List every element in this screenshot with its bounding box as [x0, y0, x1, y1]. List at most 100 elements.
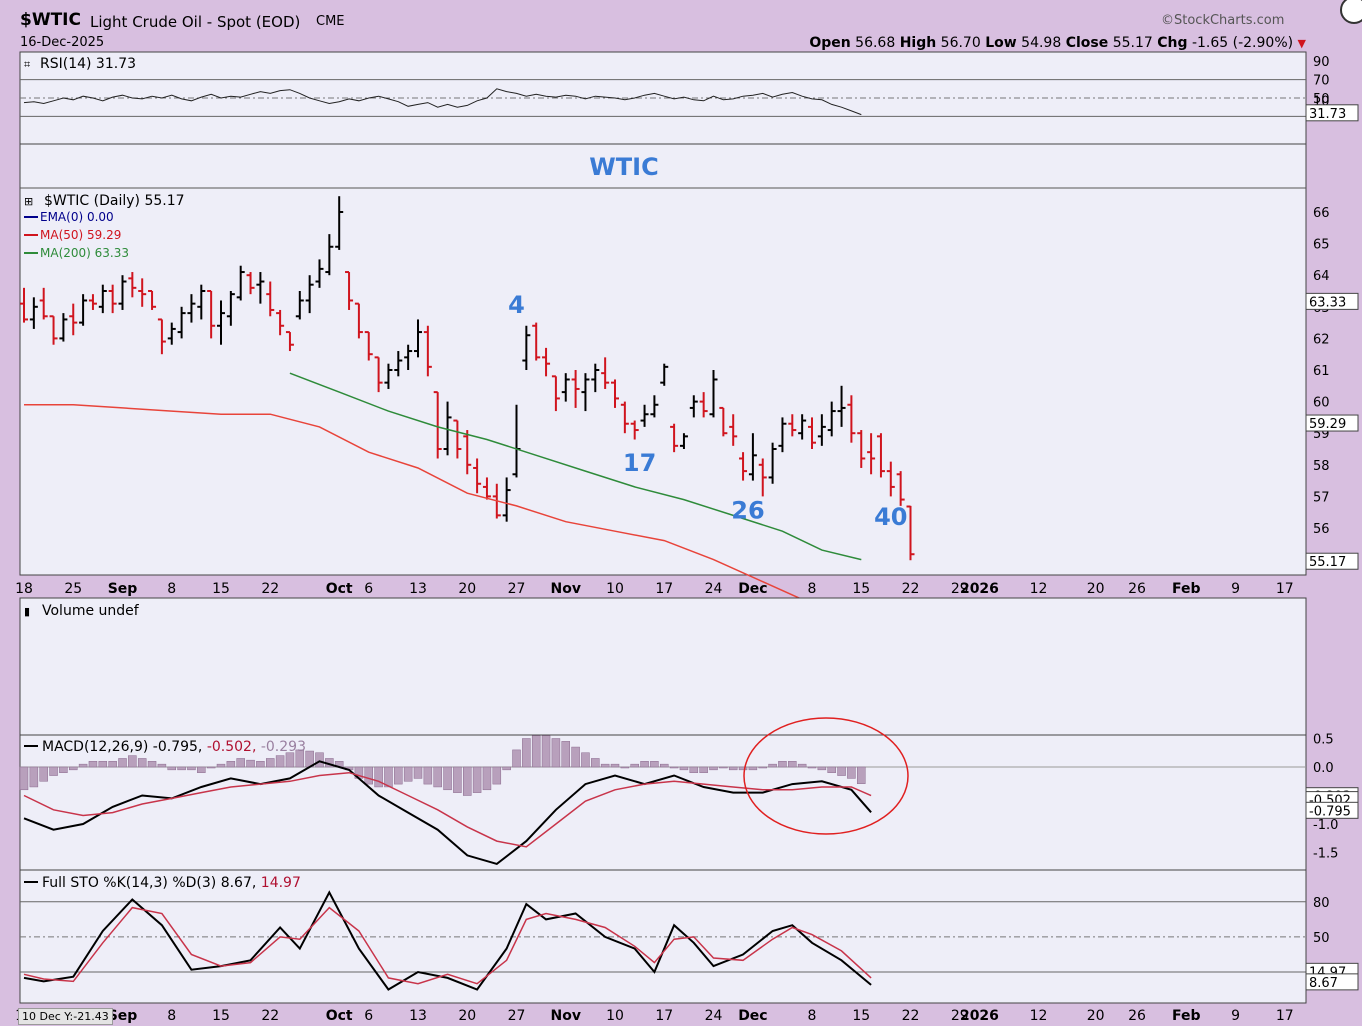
bottom-x-axis-label: Oct — [326, 1008, 353, 1024]
macd-histogram-bar — [256, 761, 265, 768]
macd-histogram-bar — [187, 766, 196, 771]
macd-histogram-bar — [216, 763, 226, 768]
macd-histogram-bar — [600, 763, 610, 768]
close-icon[interactable] — [1340, 0, 1362, 24]
macd-histogram-bar — [246, 759, 255, 768]
low-value: 54.98 — [1021, 35, 1062, 51]
x-axis-label: 20 — [1087, 581, 1105, 597]
x-axis-label: 25 — [64, 581, 82, 597]
macd-histogram-bar — [69, 766, 78, 771]
macd-histogram-bar — [650, 761, 659, 768]
macd-histogram-bar — [59, 766, 68, 773]
macd-histogram-bar — [88, 761, 98, 768]
date: 16-Dec-2025 — [20, 35, 105, 50]
open-label: Open — [809, 35, 851, 51]
macd-histogram-bar — [443, 766, 452, 791]
macd-histogram-bar — [640, 761, 649, 768]
x-axis-label: Feb — [1172, 581, 1201, 597]
sto-series-line — [23, 890, 872, 991]
macd-histogram-bar — [108, 761, 117, 768]
macd-histogram-bar — [778, 761, 787, 768]
bottom-x-axis-label: 12 — [1030, 1008, 1048, 1024]
macd-histogram-bar — [728, 766, 738, 771]
macd-title-value: -0.293 — [261, 739, 306, 755]
macd-histogram-bar — [581, 752, 590, 768]
macd-title: MACD(12,26,9) -0.795, -0.502, -0.293 — [42, 739, 306, 755]
sto-title: Full STO %K(14,3) %D(3) 8.67, 14.97 — [42, 875, 301, 891]
macd-title-value: -0.502, — [207, 739, 261, 755]
macd-histogram-bar — [157, 763, 167, 768]
bottom-x-axis-label: 2026 — [960, 1008, 999, 1024]
macd-tick: -1.5 — [1313, 847, 1338, 862]
wave-annotation: 17 — [623, 449, 656, 477]
macd-histogram-bar — [394, 766, 403, 785]
x-axis-label: 15 — [852, 581, 870, 597]
ma200-last-value: 63.33 — [1309, 295, 1346, 310]
macd-histogram-bar — [295, 749, 305, 768]
macd-histogram-bar — [541, 735, 551, 768]
ma200-last-value-box — [1305, 292, 1359, 310]
rsi-last-value-box — [1305, 104, 1359, 122]
bottom-x-axis-label: 20 — [1087, 1008, 1105, 1024]
macd-histogram-bar — [275, 755, 285, 768]
macd-last: -0.795 — [1309, 804, 1351, 819]
bottom-x-axis-label: Feb — [1172, 1008, 1201, 1024]
macd-histogram-bar — [561, 741, 570, 768]
chg-label: Chg — [1157, 35, 1188, 51]
macd-histogram-bar — [738, 766, 748, 771]
macd-histogram-bar — [177, 766, 186, 771]
price-tick: 62 — [1313, 332, 1330, 347]
macd-tick: 0.5 — [1313, 733, 1334, 748]
macd-histogram-bar — [315, 752, 324, 768]
macd-histogram-bar — [137, 758, 147, 768]
x-axis-label: 24 — [705, 581, 723, 597]
x-axis-label: 8 — [808, 581, 817, 597]
x-axis-label: 20 — [458, 581, 476, 597]
close-value: 55.17 — [1112, 35, 1153, 51]
macd-histogram-bar — [669, 766, 679, 769]
macd-histogram-bar — [423, 766, 433, 785]
x-axis-label: 12 — [1030, 581, 1048, 597]
volume-panel — [19, 597, 1307, 736]
open-value: 56.68 — [855, 35, 896, 51]
x-axis-label: Nov — [551, 581, 581, 597]
cursor-readout-badge: 10 Dec Y:-21.43 — [18, 1008, 113, 1025]
macd-histogram-bar — [709, 766, 718, 771]
macd-histogram-bar — [433, 766, 442, 788]
legend-item: MA(50) 59.29 — [40, 228, 121, 242]
price-tick: 64 — [1313, 269, 1330, 284]
x-axis-label: 15 — [212, 581, 230, 597]
ma50-last-value-box — [1305, 414, 1359, 432]
down-arrow-icon: ▼ — [1297, 37, 1306, 50]
high-value: 56.70 — [940, 35, 981, 51]
bottom-x-axis-label: Dec — [738, 1008, 767, 1024]
macd-histogram-bar — [857, 766, 866, 784]
macd-histogram-bar — [768, 763, 777, 768]
macd-tick: 0.0 — [1313, 761, 1334, 776]
highlight-circle — [743, 717, 909, 835]
sto-title-value: 14.97 — [261, 875, 301, 891]
x-axis-label: 29 — [951, 581, 969, 597]
macd-histogram-bar — [453, 766, 462, 793]
x-axis-label: 2026 — [960, 581, 999, 597]
price-icon: ⊞ — [24, 195, 33, 208]
wave-annotation: 26 — [731, 497, 764, 525]
macd-histogram-bar — [512, 749, 521, 768]
macd-histogram-bar — [167, 766, 176, 771]
macd-histogram-bar — [788, 761, 797, 768]
price-tick: 66 — [1313, 206, 1330, 221]
sto-k-last: 8.67 — [1309, 976, 1338, 991]
bottom-x-axis-label: 9 — [1231, 1008, 1240, 1024]
macd-histogram-bar — [384, 766, 393, 788]
macd-histogram-bar — [49, 766, 58, 776]
price-title: $WTIC (Daily) 55.17 — [44, 193, 185, 209]
wave-annotation: 4 — [508, 291, 525, 319]
macd-histogram-bar — [206, 766, 216, 769]
bottom-x-axis-label: 13 — [409, 1008, 427, 1024]
bottom-x-axis-label: 10 — [606, 1008, 624, 1024]
close-label: Close — [1065, 35, 1109, 51]
macd-histogram-bar — [719, 766, 728, 769]
macd-histogram-bar — [817, 766, 827, 771]
sto-tick: 50 — [1313, 931, 1330, 946]
